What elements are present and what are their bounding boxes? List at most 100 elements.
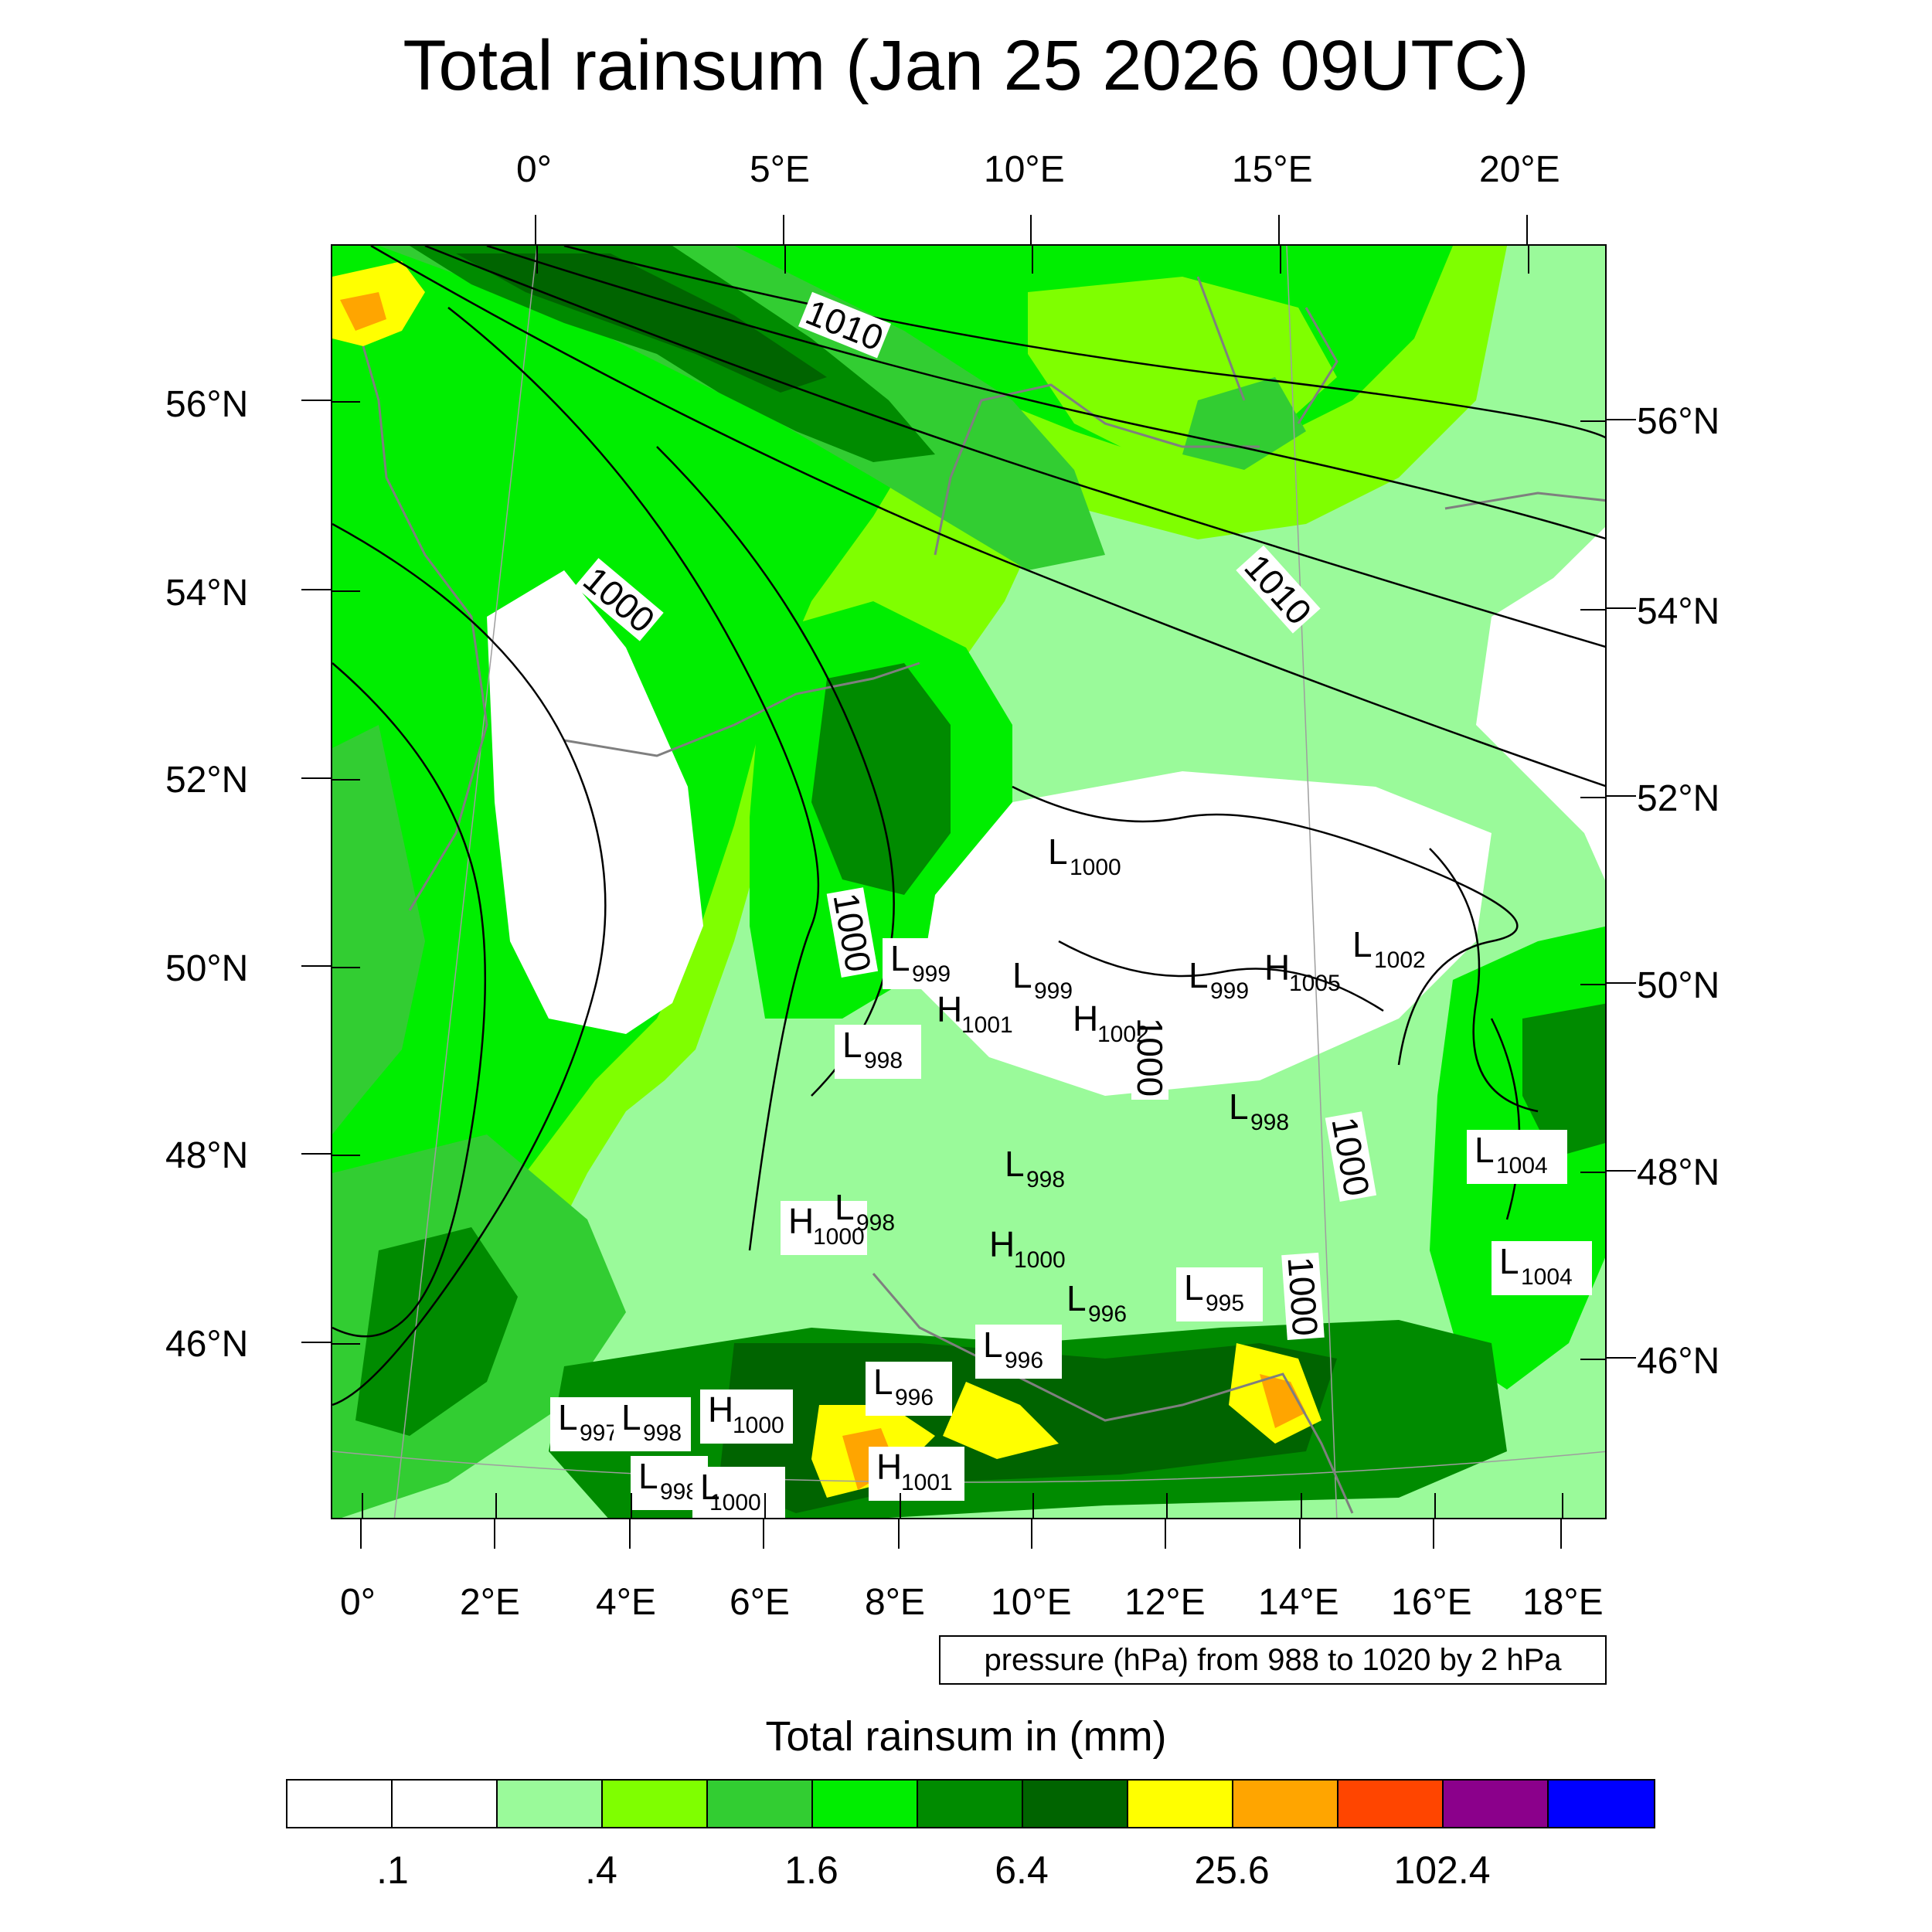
rain-alps-heavy-5 (1260, 1374, 1306, 1428)
colorbar-swatch (287, 1781, 393, 1827)
rain-west-strip (332, 725, 425, 1134)
colorbar-title: Total rainsum in (mm) (765, 1713, 1167, 1760)
top-lon-label: 5°E (750, 149, 810, 190)
rain-east-core (1522, 1003, 1605, 1158)
pressure-kind: H (1073, 998, 1098, 1039)
bottom-lon-label: 18°E (1522, 1582, 1604, 1623)
rain-area-green (332, 246, 1453, 1343)
top-lon-label: 10°E (984, 149, 1065, 190)
colorbar-swatch (393, 1781, 498, 1827)
dry-interior-west (487, 570, 703, 1034)
pressure-kind: L (890, 938, 910, 978)
pressure-value: 996 (895, 1385, 934, 1410)
pressure-value: 998 (1250, 1110, 1289, 1135)
pressure-value: 1000 (709, 1490, 761, 1515)
rain-sw-core (355, 1227, 518, 1436)
pressure-kind: H (788, 1201, 814, 1241)
left-lat-label: 52°N (165, 760, 249, 801)
colorbar-label: 25.6 (1194, 1849, 1270, 1892)
pressure-kind: L (1048, 832, 1068, 872)
left-lat-label: 56°N (165, 384, 249, 425)
map-title: Total rainsum (Jan 25 2026 09UTC) (403, 26, 1529, 105)
colorbar-swatch (918, 1781, 1023, 1827)
pressure-value: 998 (660, 1479, 699, 1505)
top-lon-label: 15°E (1232, 149, 1313, 190)
pressure-value: 998 (643, 1420, 682, 1446)
right-lat-label: 54°N (1637, 591, 1720, 632)
pressure-kind: L (842, 1025, 862, 1065)
pressure-value: 995 (1206, 1291, 1244, 1316)
pressure-value: 1005 (1289, 971, 1341, 996)
colorbar (286, 1779, 1655, 1828)
pressure-kind: L (1499, 1241, 1519, 1281)
pressure-value: 1001 (961, 1012, 1013, 1038)
pressure-value: 1004 (1521, 1264, 1573, 1290)
pressure-value: 998 (856, 1210, 895, 1236)
colorbar-swatch (1549, 1781, 1654, 1827)
colorbar-label: 102.4 (1393, 1849, 1491, 1892)
pressure-kind: L (1066, 1278, 1087, 1318)
colorbar-swatch (1338, 1781, 1444, 1827)
pressure-value: 1000 (1014, 1247, 1066, 1273)
pressure-kind: H (708, 1389, 733, 1430)
rain-band-nw-max (456, 253, 827, 393)
pressure-kind: L (1005, 1144, 1025, 1184)
right-lat-label: 52°N (1637, 778, 1720, 819)
pressure-value: 1004 (1496, 1153, 1548, 1179)
colorbar-swatch (1128, 1781, 1233, 1827)
left-lat-label: 48°N (165, 1135, 249, 1176)
bottom-lon-label: 0° (340, 1582, 376, 1623)
pressure-value: 1000 (813, 1224, 865, 1250)
rain-alps-heavy-2 (943, 1382, 1059, 1459)
colorbar-swatch (1023, 1781, 1128, 1827)
map-panel: 1010 1010 1000 1000 1000 (331, 244, 1607, 1519)
pressure-kind: L (700, 1467, 720, 1507)
rain-nw-heavy-core (340, 292, 386, 331)
isobars (332, 246, 1605, 1406)
rain-shading (332, 246, 1605, 1518)
colorbar-label: 1.6 (784, 1849, 838, 1892)
pressure-value: 1000 (1070, 855, 1121, 880)
pressure-kind: H (937, 989, 962, 1029)
rain-band-nw-core (410, 246, 935, 462)
left-lat-label: 46°N (165, 1324, 249, 1365)
bottom-lon-label: 14°E (1258, 1582, 1339, 1623)
pressure-value: 1002 (1097, 1022, 1149, 1047)
pressure-value: 999 (1034, 978, 1073, 1004)
top-lon-label: 20°E (1479, 149, 1560, 190)
bottom-lon-label: 4°E (596, 1582, 656, 1623)
pressure-value: 998 (864, 1048, 903, 1073)
colorbar-swatch (603, 1781, 708, 1827)
colorbar-label: .4 (585, 1849, 617, 1892)
right-lat-label: 50°N (1637, 965, 1720, 1006)
pressure-value: 1002 (1374, 947, 1426, 973)
bottom-lon-label: 6°E (730, 1582, 790, 1623)
right-lat-label: 48°N (1637, 1152, 1720, 1193)
pressure-kind: L (1012, 955, 1032, 995)
rain-central-core (811, 663, 951, 895)
colorbar-swatch (813, 1781, 918, 1827)
top-lon-label: 0° (516, 149, 552, 190)
isobar-label: 1000 (1280, 1256, 1325, 1338)
right-lat-label: 46°N (1637, 1341, 1720, 1382)
inner-ticks (332, 246, 1605, 1518)
rain-band-nw (379, 246, 1105, 570)
right-lat-label: 56°N (1637, 401, 1720, 442)
bottom-lon-label: 2°E (460, 1582, 520, 1623)
pressure-kind: L (638, 1456, 658, 1496)
colorbar-label: .1 (376, 1849, 409, 1892)
bottom-lon-label: 12°E (1124, 1582, 1206, 1623)
bottom-lon-label: 16°E (1391, 1582, 1472, 1623)
colorbar-swatch (708, 1781, 813, 1827)
pressure-value: 996 (1005, 1348, 1043, 1373)
pressure-kind: H (989, 1224, 1015, 1264)
pressure-kind: H (1264, 947, 1290, 988)
pressure-centers: L 1000 L 999 L 999 L 999 H (550, 832, 1592, 1518)
colorbar-swatch (498, 1781, 603, 1827)
pressure-value: 997 (580, 1420, 618, 1446)
colorbar-label: 6.4 (995, 1849, 1049, 1892)
pressure-value: 999 (1210, 978, 1249, 1004)
pressure-kind: L (1229, 1087, 1249, 1127)
